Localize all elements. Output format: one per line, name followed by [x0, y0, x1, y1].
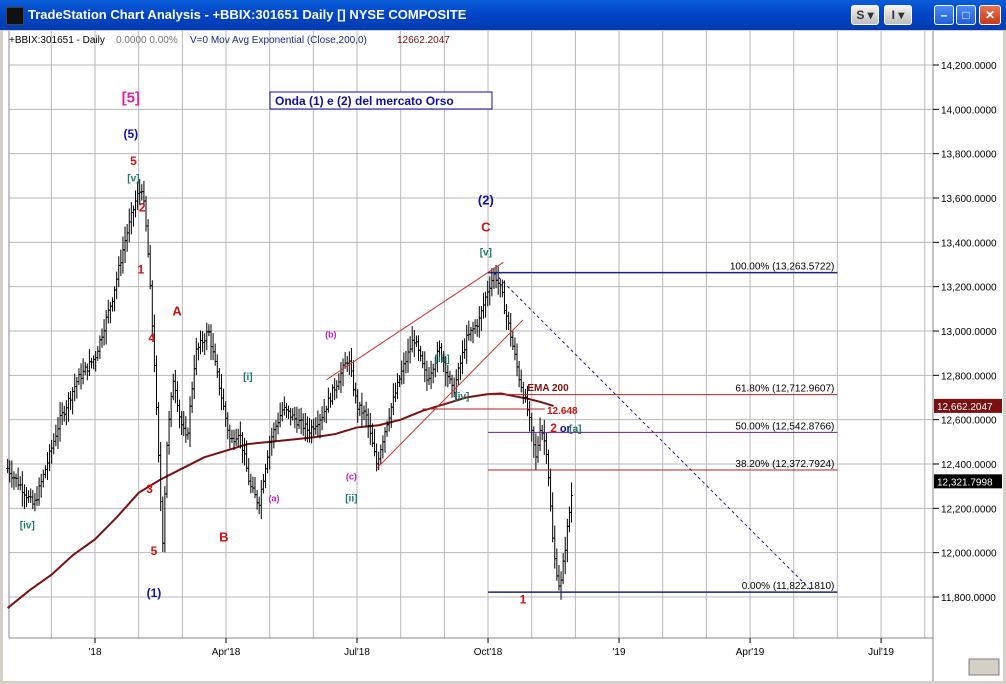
wave-label: B [219, 530, 228, 545]
y-tick-label: 14,200.0000 [941, 61, 997, 72]
wave-label: 5 [151, 544, 158, 558]
x-tick-label: Apr'19 [736, 647, 765, 658]
y-tick-label: 12,400.0000 [941, 460, 997, 471]
y-tick-label: 13,400.0000 [941, 238, 997, 249]
wave-label: 3 [146, 482, 153, 496]
x-tick-label: Jul'19 [868, 647, 894, 658]
wave-label: C [481, 219, 491, 234]
wave-label: (1) [147, 586, 162, 600]
price-axis[interactable]: 14,200.0000 14,000.0000 13,800.0000 13,600.… [933, 61, 1002, 604]
x-tick-label: Jul'18 [344, 647, 370, 658]
wave-label: 1 [138, 262, 145, 276]
x-tick-label: Apr'18 [212, 647, 241, 658]
level-12648-label: 12.648 [547, 406, 578, 417]
annotation-title-box[interactable] [269, 91, 493, 110]
x-tick-label: Oct'18 [474, 647, 503, 658]
fib-label: 38.20% (12,372.7924) [735, 459, 834, 470]
insert-menu-button[interactable]: I ▾ [884, 5, 912, 25]
wave-label: or [560, 423, 572, 435]
info-change: 0.0000 0.00% [116, 35, 178, 46]
y-tick-label: 12,600.0000 [941, 416, 997, 427]
wave-label: (b) [325, 330, 337, 340]
wave-label: 5 [130, 154, 137, 168]
last-price-label: 12,321.7998 [937, 477, 993, 488]
info-study-value: 12662.2047 [397, 35, 450, 46]
wave-label: (c) [346, 472, 357, 482]
fibonacci-retracement[interactable]: 100.00% (13,263.5722) 61.80% (12,712.9607… [488, 262, 838, 593]
ema-line-group: EMA 200 [7, 383, 569, 609]
price-chart[interactable]: +BBIX:301651 - Daily 0.0000 0.00% V=0 Mo… [3, 31, 1003, 681]
y-tick-label: 13,600.0000 [941, 194, 997, 205]
price-bars [6, 179, 574, 600]
y-tick-label: 12,000.0000 [941, 549, 997, 560]
wave-label: [v] [127, 173, 139, 184]
lower-channel-line [376, 319, 524, 469]
wave-label: [iv] [454, 392, 469, 403]
x-tick-label: '18 [88, 647, 101, 658]
wave-label: 2 [550, 421, 557, 435]
ema-label: EMA 200 [527, 383, 569, 394]
wave-label: (5) [123, 127, 138, 141]
window-title: TradeStation Chart Analysis - +BBIX:3016… [28, 7, 467, 22]
y-tick-label: 13,200.0000 [941, 283, 997, 294]
ema-line [7, 392, 554, 609]
wave-label: [ii] [345, 494, 357, 505]
symbol-menu-button[interactable]: S ▾ [851, 5, 879, 25]
minimize-button[interactable]: – [934, 5, 954, 25]
y-tick-label: 13,000.0000 [941, 327, 997, 338]
grid [9, 31, 933, 638]
wave-labels: [5] (5) 5 [v] 2 1 4 3 5 (1) [iv] A B [i] (a) (b) (c) [ii]… [20, 90, 582, 607]
wave-label: [a] [569, 424, 581, 435]
close-button[interactable]: ✕ [979, 5, 1001, 25]
wave-label: [iii] [435, 354, 450, 365]
y-tick-label: 12,800.0000 [941, 371, 997, 382]
wave-label: [5] [122, 90, 140, 107]
wave-label: [i] [243, 372, 252, 383]
wave-label: [iv] [20, 520, 35, 531]
y-tick-label: 12,200.0000 [941, 504, 997, 515]
chart-area[interactable]: +BBIX:301651 - Daily 0.0000 0.00% V=0 Mo… [3, 31, 1003, 681]
y-tick-label: 11,800.0000 [941, 593, 996, 604]
scroll-corner[interactable] [968, 658, 1000, 676]
maximize-button[interactable]: □ [956, 5, 976, 25]
fib-label: 0.00% (11,822.1810) [742, 581, 835, 592]
last-price-label: 12,662.2047 [937, 402, 993, 413]
wave-label: 4 [148, 331, 155, 345]
x-tick-label: '19 [613, 647, 626, 658]
y-tick-label: 14,000.0000 [941, 105, 997, 116]
annotation-title: Onda (1) e (2) del mercato Orso [275, 94, 454, 108]
fib-label: 100.00% (13,263.5722) [730, 262, 835, 273]
info-study: V=0 Mov Avg Exponential (Close,200,0) [190, 35, 367, 46]
wave-label: A [172, 303, 182, 318]
y-tick-label: 13,800.0000 [941, 150, 997, 161]
upper-channel-line [326, 261, 504, 381]
info-symbol: +BBIX:301651 - Daily [9, 35, 105, 46]
fib-label: 61.80% (12,712.9607) [735, 384, 834, 395]
fib-label: 50.00% (12,542.8766) [735, 421, 834, 432]
wave-label: 1 [520, 593, 527, 607]
wave-label: (2) [478, 193, 494, 208]
app-icon[interactable] [6, 7, 24, 25]
date-axis[interactable]: '18 Apr'18 Jul'18 Oct'18 '19 Apr'19 Jul'19 [88, 638, 894, 658]
wave-label: [v] [480, 248, 492, 259]
wave-label: (a) [269, 494, 280, 504]
title-bar[interactable]: TradeStation Chart Analysis - +BBIX:3016… [0, 0, 1006, 30]
last-price-box [934, 398, 1002, 413]
last-price-box [934, 474, 1002, 489]
wave-label: 2 [139, 200, 146, 214]
